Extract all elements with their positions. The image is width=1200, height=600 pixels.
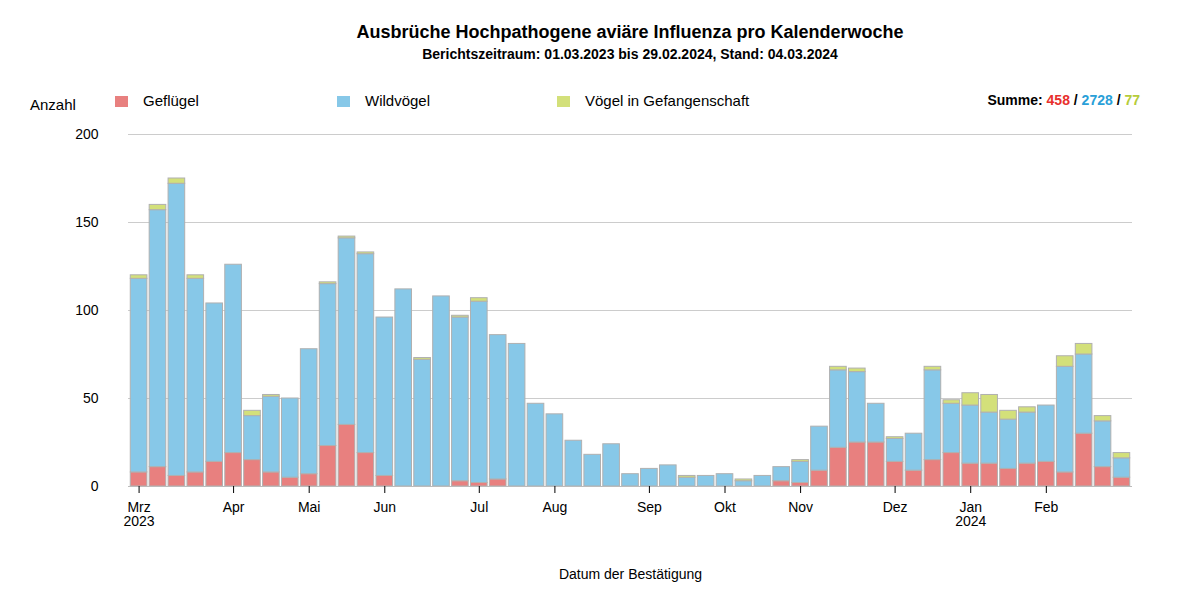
html-text:Vögel in Gefangenschaft: Vögel in Gefangenschaft	[585, 92, 750, 109]
html-text:Summe: 458 / 2728 / 77: Summe: 458 / 2728 / 77	[987, 92, 1140, 108]
html-text:Berichtszeitraum: 01.03.2023 b: Berichtszeitraum: 01.03.2023 bis 29.02.2…	[422, 46, 838, 62]
svg-text:Datum der Bestätigung: Datum der Bestätigung	[559, 566, 702, 582]
html-text:Wildvögel: Wildvögel	[365, 92, 430, 109]
svg-text:Nov: Nov	[788, 499, 813, 515]
svg-text:Jun: Jun	[374, 499, 397, 515]
html-text:Anzahl: Anzahl	[30, 96, 76, 113]
svg-text:Dez: Dez	[883, 499, 908, 515]
svg-text:150: 150	[75, 214, 99, 230]
svg-text:Jan2024: Jan2024	[955, 499, 986, 529]
svg-text:100: 100	[75, 302, 99, 318]
svg-text:Okt: Okt	[714, 499, 736, 515]
svg-text:Sep: Sep	[637, 499, 662, 515]
svg-text:0: 0	[91, 478, 99, 494]
svg-text:Aug: Aug	[542, 499, 567, 515]
html-text:Geflügel: Geflügel	[143, 92, 199, 109]
svg-text:Feb: Feb	[1034, 499, 1058, 515]
svg-text:Mrz2023: Mrz2023	[124, 499, 155, 529]
svg-text:50: 50	[83, 390, 99, 406]
svg-text:Jul: Jul	[470, 499, 488, 515]
svg-text:Apr: Apr	[223, 499, 245, 515]
svg-text:200: 200	[75, 126, 99, 142]
html-text:Ausbrüche Hochpathogene aviäre: Ausbrüche Hochpathogene aviäre Influenza…	[356, 22, 904, 42]
svg-text:Mai: Mai	[298, 499, 321, 515]
